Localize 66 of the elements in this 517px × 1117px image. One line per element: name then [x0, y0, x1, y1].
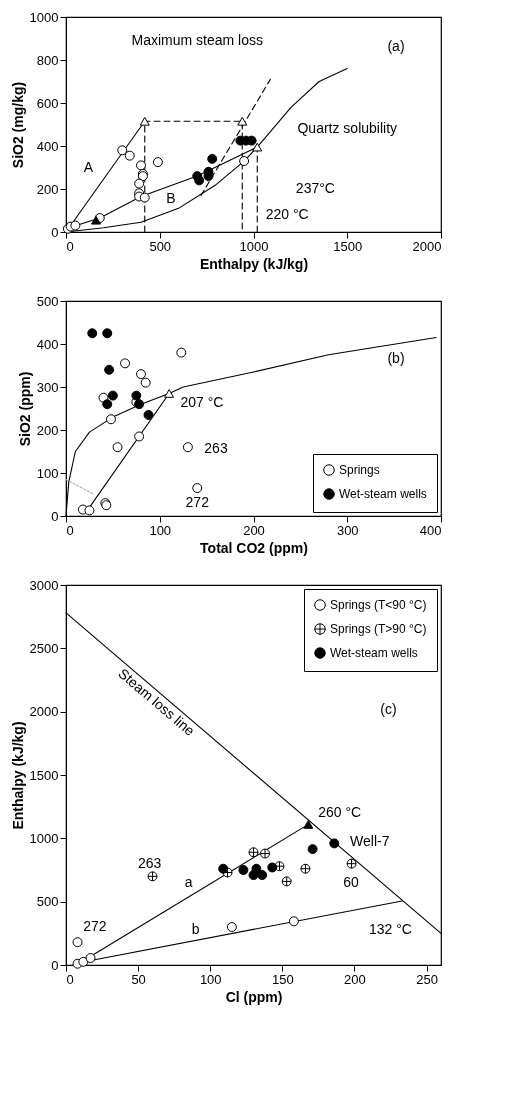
- annotation: Quartz solubility: [297, 119, 398, 136]
- annotation: (c): [380, 701, 397, 718]
- y-tick-label: 0: [51, 224, 59, 240]
- x-tick-label: 1000: [239, 238, 269, 254]
- annotation: 263: [204, 440, 228, 457]
- x-tick-label: 0: [66, 522, 74, 538]
- annotation: A: [83, 158, 94, 175]
- y-tick-label: 400: [36, 336, 59, 352]
- y-tick-label: 100: [36, 465, 59, 481]
- y-tick-label: 200: [36, 422, 59, 438]
- y-tick-label: 200: [36, 181, 59, 197]
- y-tick-label: 500: [36, 293, 59, 309]
- annotation: a: [184, 873, 193, 890]
- annotation: 220 °C: [265, 205, 309, 222]
- x-tick-label: 500: [149, 238, 172, 254]
- legend-label: Springs (T>90 °C): [330, 622, 427, 636]
- y-axis-title: SiO2 (mg/kg): [9, 81, 26, 169]
- x-tick-label: 200: [344, 971, 366, 987]
- x-tick-label: 400: [419, 522, 442, 538]
- annotation: 260 °C: [318, 804, 362, 820]
- y-axis-title: Enthalpy (kJ/kg): [9, 721, 26, 830]
- y-axis-title: SiO2 (ppm): [16, 371, 33, 447]
- x-tick-label: 150: [271, 971, 294, 987]
- y-tick-label: 0: [51, 957, 59, 973]
- x-tick-label: 100: [149, 522, 172, 538]
- annotation: (b): [387, 350, 405, 367]
- x-axis-title: Cl (ppm): [225, 988, 283, 1005]
- annotation: 272: [185, 494, 210, 511]
- y-tick-label: 2000: [29, 704, 59, 720]
- y-tick-label: 800: [36, 52, 59, 68]
- x-tick-label: 2000: [412, 238, 442, 254]
- annotation: 263: [137, 854, 162, 871]
- y-tick-label: 2500: [29, 640, 59, 656]
- legend-label: Springs: [339, 463, 380, 477]
- x-tick-label: 0: [66, 238, 74, 254]
- legend-label: Wet-steam wells: [339, 487, 427, 501]
- legend-label: Springs (T<90 °C): [330, 598, 427, 612]
- annotation: b: [191, 920, 200, 937]
- x-tick-label: 0: [66, 971, 74, 987]
- annotation: Maximum steam loss: [131, 31, 263, 48]
- y-tick-label: 0: [51, 508, 59, 524]
- annotation: (a): [387, 38, 405, 55]
- annotation: 132 °C: [368, 920, 412, 937]
- x-tick-label: 300: [336, 522, 359, 538]
- annotation: 237°C: [295, 180, 335, 196]
- x-axis-title: Enthalpy (kJ/kg): [199, 255, 309, 272]
- x-tick-label: 250: [416, 971, 438, 987]
- y-tick-label: 300: [36, 379, 59, 395]
- x-tick-label: 200: [243, 522, 265, 538]
- x-tick-label: 1500: [333, 238, 363, 254]
- annotation: 272: [83, 918, 107, 934]
- annotation: 60: [343, 873, 359, 890]
- y-tick-label: 1000: [29, 830, 59, 846]
- annotation: Well-7: [350, 833, 390, 850]
- y-tick-label: 600: [36, 95, 59, 111]
- x-tick-label: 100: [199, 971, 222, 987]
- annotation: 207 °C: [180, 394, 224, 411]
- x-axis-title: Total CO2 (ppm): [200, 539, 308, 556]
- x-tick-label: 50: [131, 971, 146, 987]
- y-tick-label: 1500: [29, 767, 59, 783]
- y-tick-label: 3000: [29, 577, 59, 593]
- y-tick-label: 1000: [29, 9, 59, 25]
- annotation: B: [166, 189, 176, 206]
- legend-label: Wet-steam wells: [330, 646, 418, 660]
- y-tick-label: 500: [36, 894, 59, 910]
- y-tick-label: 400: [36, 138, 59, 154]
